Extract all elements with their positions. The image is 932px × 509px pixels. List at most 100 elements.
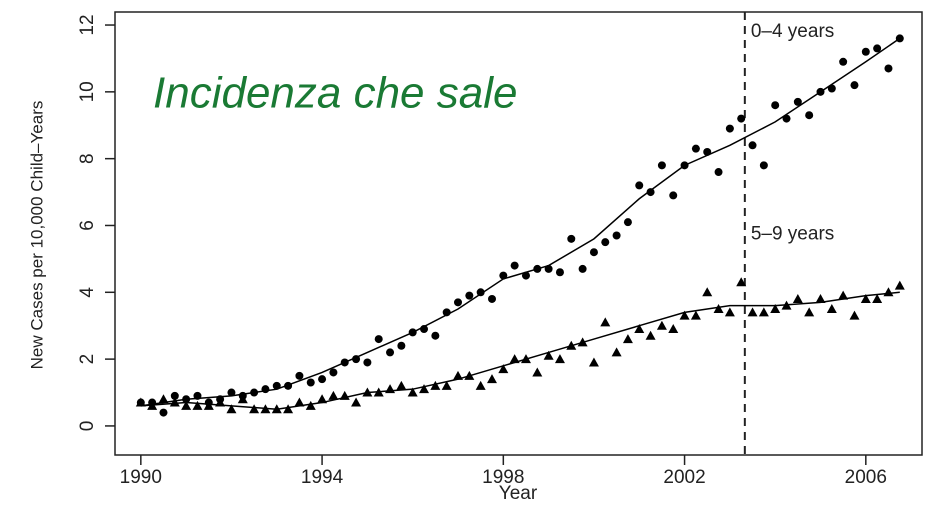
point	[634, 324, 645, 334]
point	[737, 114, 746, 123]
point	[408, 328, 417, 337]
x-axis-label: Year	[499, 483, 538, 504]
point	[872, 293, 883, 303]
point	[158, 394, 169, 404]
point	[532, 367, 543, 377]
point	[317, 394, 328, 404]
x-tick-label: 1998	[482, 467, 524, 488]
point	[861, 47, 870, 56]
point	[328, 390, 339, 400]
point	[589, 248, 598, 257]
point	[747, 307, 758, 317]
point	[588, 357, 599, 367]
point	[781, 300, 792, 310]
point	[159, 408, 168, 417]
point	[509, 354, 520, 364]
point	[567, 234, 576, 243]
point	[510, 261, 519, 270]
point	[543, 350, 554, 360]
point	[386, 348, 395, 357]
point	[668, 324, 679, 334]
point	[894, 280, 905, 290]
point	[192, 400, 203, 410]
point	[782, 114, 791, 123]
point	[703, 147, 712, 156]
point	[566, 340, 577, 350]
point	[397, 341, 406, 350]
point	[260, 404, 271, 414]
point	[758, 307, 769, 317]
point	[419, 384, 430, 394]
point	[554, 354, 565, 364]
point	[373, 387, 384, 397]
point	[725, 124, 734, 133]
point	[442, 308, 451, 317]
point	[691, 144, 700, 153]
point	[622, 334, 633, 344]
y-tick-label: 6	[77, 220, 98, 231]
point	[838, 290, 849, 300]
point	[804, 307, 815, 317]
point	[203, 400, 214, 410]
point	[499, 271, 508, 280]
point	[690, 310, 701, 320]
point	[884, 64, 893, 73]
point	[294, 397, 305, 407]
point	[475, 380, 486, 390]
point	[656, 320, 667, 330]
y-tick-label: 0	[77, 421, 98, 432]
point	[487, 294, 496, 303]
point	[793, 97, 802, 106]
point	[284, 381, 293, 390]
point	[476, 288, 485, 297]
point	[759, 161, 768, 170]
point	[849, 310, 860, 320]
point	[635, 181, 644, 190]
point	[396, 380, 407, 390]
y-tick-label: 10	[77, 81, 98, 102]
point	[215, 397, 226, 407]
point	[883, 287, 894, 297]
point	[385, 384, 396, 394]
point	[486, 374, 497, 384]
point	[329, 368, 338, 377]
point	[249, 404, 260, 414]
point	[169, 397, 180, 407]
x-tick-label: 1994	[301, 467, 344, 488]
y-tick-label: 8	[77, 153, 98, 164]
point	[318, 375, 327, 384]
point	[295, 371, 304, 380]
point	[805, 111, 814, 120]
point	[170, 391, 179, 400]
point	[748, 141, 757, 150]
point	[227, 388, 236, 397]
point	[533, 264, 542, 273]
point	[521, 271, 530, 280]
point	[601, 238, 610, 247]
series-label: 5–9 years	[751, 223, 834, 244]
point	[657, 161, 666, 170]
x-tick-label: 2002	[663, 467, 705, 488]
plot-frame	[114, 11, 923, 456]
x-tick-label: 1990	[120, 467, 162, 488]
point	[339, 390, 350, 400]
point	[182, 395, 191, 404]
point	[237, 394, 248, 404]
point	[577, 337, 588, 347]
point	[362, 387, 373, 397]
point	[815, 293, 826, 303]
point	[453, 370, 464, 380]
chart-title: Incidenza che sale	[153, 69, 517, 118]
point	[135, 397, 146, 407]
point	[407, 387, 418, 397]
y-tick-label: 12	[77, 14, 98, 35]
point	[441, 380, 452, 390]
point	[420, 325, 429, 334]
point	[771, 101, 780, 110]
point	[713, 304, 724, 314]
point	[430, 380, 441, 390]
series-label: 0–4 years	[751, 21, 834, 42]
point	[860, 293, 871, 303]
point	[363, 358, 372, 367]
